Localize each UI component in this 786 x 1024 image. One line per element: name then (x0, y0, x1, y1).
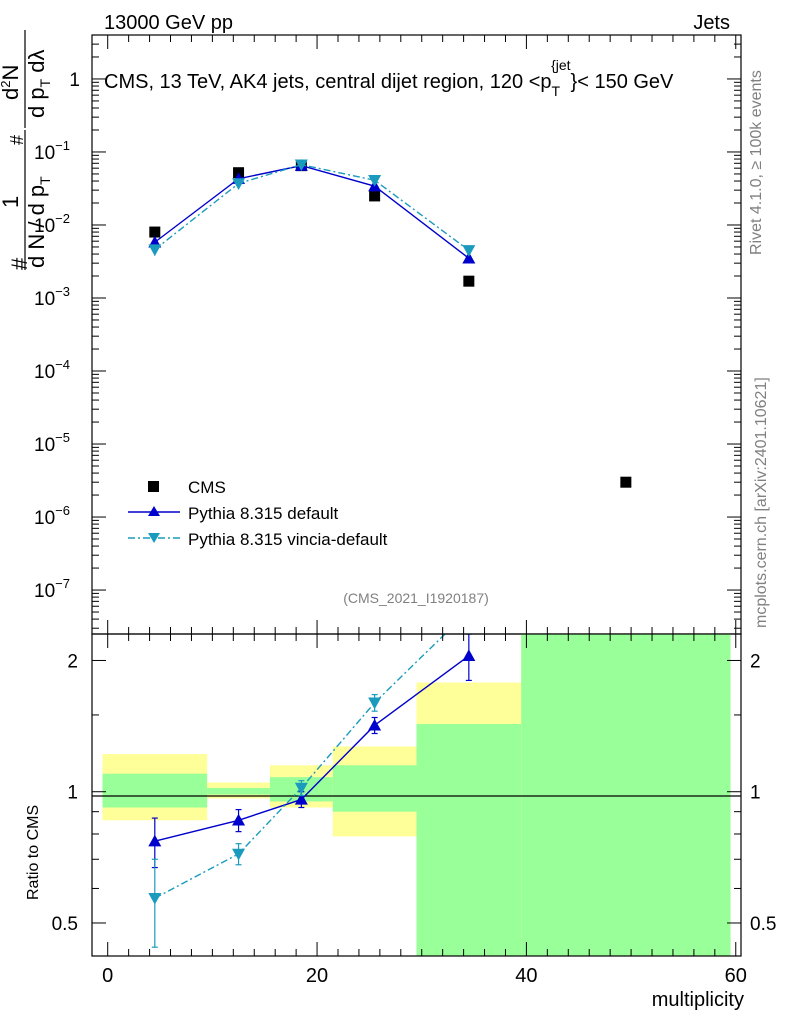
ratio-y-tick-label-right: 1 (750, 783, 761, 804)
ratio-series-clipped (148, 606, 476, 948)
y-label-frac1-den: d N / d pT (24, 176, 53, 268)
ratio-vincia-point (462, 606, 475, 618)
ratio-band-stat (207, 787, 270, 795)
ratio-default-point (148, 834, 162, 847)
ratio-band-stat (102, 773, 208, 808)
pythia-default-point (462, 251, 476, 264)
main-plot: 10−7 10−6 10−5 10−4 10−3 10−2 10−1 1 (34, 34, 742, 635)
ratio-plot-frame (91, 633, 742, 957)
ratio-band-stat (332, 765, 417, 812)
title-suffix: }< 150 GeV (571, 71, 675, 93)
x-tick-label: 40 (515, 965, 537, 987)
y-label-hash-2: # (7, 135, 27, 145)
pythia-vincia-line (154, 163, 470, 251)
main-y-tick-label: 1 (69, 70, 80, 91)
y-label-hash-1: # (7, 257, 32, 270)
chart-title: CMS, 13 TeV, AK4 jets, central dijet reg… (104, 57, 674, 99)
ratio-y-tick-label: 2 (67, 651, 78, 672)
legend-label-default: Pythia 8.315 default (188, 504, 339, 523)
x-tick-label: 60 (725, 965, 747, 987)
main-y-tick-label: 10−2 (34, 211, 70, 237)
header-energy: 13000 GeV pp (104, 12, 233, 34)
header-jets: Jets (693, 12, 730, 34)
ratio-ticks: 0.5 0.51 12 20 20 40 60 (52, 634, 776, 987)
ratio-y-tick-label-right: 2 (750, 651, 761, 672)
legend-marker-vincia (148, 533, 160, 543)
main-y-tick-label: 10−7 (34, 576, 70, 602)
main-y-tick-label: 10−5 (34, 430, 70, 456)
ratio-band-stat (416, 723, 522, 956)
ratio-series (148, 606, 476, 948)
main-y-tick-label: 10−6 (34, 503, 70, 529)
ratio-vincia-point (232, 848, 246, 861)
rivet-label: Rivet 4.1.0, ≥ 100k events (748, 70, 765, 255)
main-y-tick-label: 10−1 (34, 138, 70, 164)
main-y-tick-label: 10−3 (34, 284, 70, 310)
ratio-vincia-point (148, 892, 162, 905)
ratio-default-point (232, 813, 246, 826)
ratio-vincia-point (294, 782, 308, 795)
main-y-ticks: 10−7 10−6 10−5 10−4 10−3 10−2 10−1 1 (34, 34, 741, 634)
title-sup: {jet (551, 57, 571, 73)
main-series (148, 159, 632, 488)
ratio-y-label: Ratio to CMS (25, 805, 42, 900)
legend: CMS Pythia 8.315 default Pythia 8.315 vi… (128, 478, 388, 549)
ratio-default-point (462, 649, 476, 661)
legend-marker-default (148, 506, 160, 516)
cms-data-point (463, 275, 475, 287)
ratio-y-tick-label: 0.5 (52, 914, 78, 935)
title-prefix: CMS, 13 TeV, AK4 jets, central dijet reg… (104, 71, 552, 93)
pythia-vincia-point (148, 244, 162, 257)
cms-data-point (620, 476, 632, 488)
x-tick-label: 0 (102, 965, 113, 987)
main-y-tick-label: 10−4 (34, 357, 70, 383)
ratio-default-point (368, 718, 382, 731)
ratio-band-stat (521, 634, 731, 956)
pythia-vincia-point (294, 159, 308, 172)
legend-label-vincia: Pythia 8.315 vincia-default (188, 530, 388, 549)
ratio-y-tick-label-right: 0.5 (750, 914, 776, 935)
ratio-default-point (294, 792, 308, 805)
pythia-vincia-point (462, 245, 476, 257)
analysis-watermark: (CMS_2021_I1920187) (343, 590, 489, 606)
ratio-y-tick-label: 1 (67, 783, 78, 804)
x-tick-label: 20 (306, 965, 328, 987)
main-y-label: # 1 d N / d pT # d2N d pT dλ (0, 30, 53, 270)
legend-label-cms: CMS (188, 478, 226, 497)
legend-marker-cms (148, 481, 159, 492)
title-sub: T (552, 83, 561, 99)
pythia-vincia-point (232, 178, 246, 190)
cms-data-point (149, 226, 161, 238)
y-label-frac2-den: d pT dλ (24, 49, 53, 118)
y-label-frac2-num: d2N (0, 65, 23, 100)
ratio-bands (102, 634, 731, 956)
y-label-frac1-num: 1 (0, 196, 23, 208)
cms-data-point (369, 190, 381, 202)
mcplots-label: mcplots.cern.ch [arXiv:2401.10621] (753, 377, 770, 628)
x-axis-label: multiplicity (652, 989, 744, 1011)
ratio-vincia-point (368, 697, 382, 710)
pythia-vincia-point (368, 175, 382, 187)
